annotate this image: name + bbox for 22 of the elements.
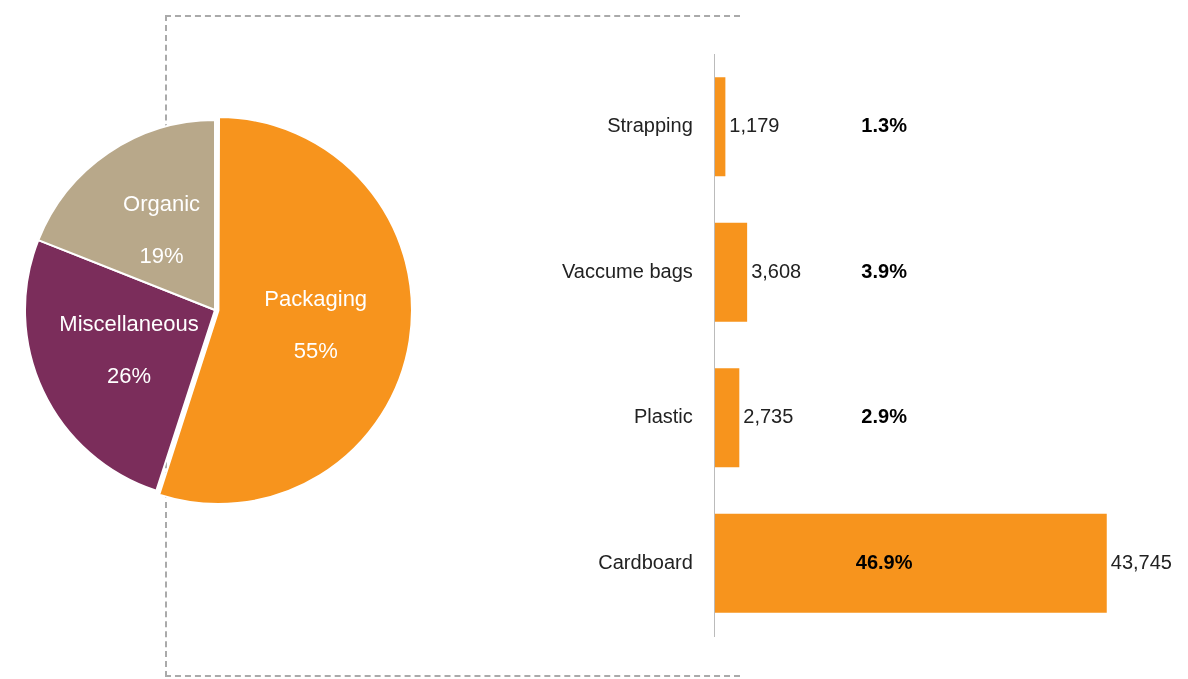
data-label: 26% xyxy=(107,362,152,388)
data-label: 19% xyxy=(139,243,184,269)
y-tick-label: Plastic xyxy=(633,405,693,428)
annotation: 2.9% xyxy=(861,405,908,428)
slice-label: Miscellaneous xyxy=(59,310,199,336)
slice-label: Packaging xyxy=(264,286,368,312)
bar xyxy=(714,368,740,468)
bar xyxy=(714,513,1107,613)
data-label: 3,608 xyxy=(751,259,802,282)
annotation: 46.9% xyxy=(855,550,913,573)
y-tick-label: Cardboard xyxy=(598,550,693,573)
slice-label: Organic xyxy=(123,191,201,217)
data-label: 43,745 xyxy=(1110,550,1172,573)
y-tick-label: Strapping xyxy=(607,114,693,137)
data-label: 55% xyxy=(293,338,338,364)
bar xyxy=(714,222,748,322)
data-label: 1,179 xyxy=(729,114,780,137)
bar xyxy=(714,77,726,177)
annotation: 3.9% xyxy=(861,259,908,282)
annotation: 1.3% xyxy=(861,114,908,137)
y-tick-label: Vaccume bags xyxy=(562,259,693,282)
data-label: 2,735 xyxy=(743,405,794,428)
